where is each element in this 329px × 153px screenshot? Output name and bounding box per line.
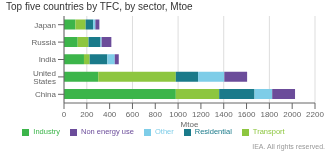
svg-text:Russia: Russia [32,38,57,47]
svg-text:800: 800 [149,110,163,119]
svg-text:1200: 1200 [192,110,210,119]
svg-text:1600: 1600 [238,110,256,119]
svg-text:1400: 1400 [215,110,233,119]
html-text:Top five countries by TFC, by: Top five countries by TFC, by sector, Mt… [6,1,193,12]
html-text:Industry: Industry [33,127,60,136]
html-text:Other: Other [155,127,174,136]
svg-text:600: 600 [126,110,140,119]
svg-text:200: 200 [80,110,94,119]
svg-text:1800: 1800 [260,110,278,119]
html-text:Transport: Transport [252,127,285,136]
svg-text:Japan: Japan [34,21,56,30]
html-text:IEA. All rights reserved.: IEA. All rights reserved. [252,143,325,150]
svg-text:China: China [35,90,56,99]
svg-text:0: 0 [62,110,67,119]
svg-text:2200: 2200 [306,110,321,119]
html-text:Non energy use: Non energy use [81,127,134,136]
svg-text:India: India [39,55,57,64]
svg-text:400: 400 [103,110,117,119]
svg-text:1000: 1000 [169,110,187,119]
svg-text:2000: 2000 [283,110,301,119]
html-text:Residential: Residential [194,127,232,136]
svg-text:Mtoe: Mtoe [181,120,199,129]
svg-text:UnitedStates: UnitedStates [33,69,56,86]
